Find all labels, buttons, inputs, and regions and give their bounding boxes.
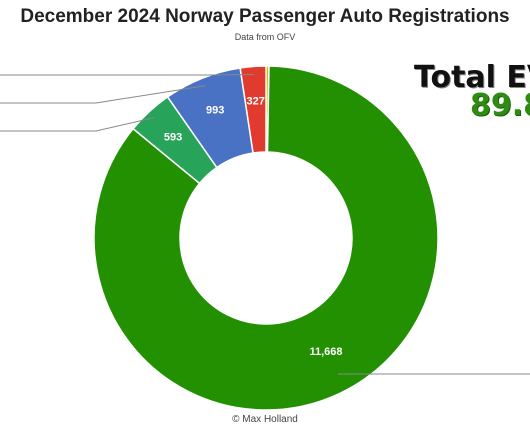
chart-subtitle: Data from OFV <box>234 32 296 42</box>
total-ev-value: 89.8 <box>470 88 530 123</box>
data-label-1: 11,668 <box>309 346 342 358</box>
donut-slice-1 <box>93 65 439 411</box>
data-label-4: 327 <box>246 95 264 107</box>
leader-line-327 <box>0 73 254 76</box>
data-label-2: 593 <box>164 131 182 143</box>
credit-text: © Max Holland <box>232 414 298 425</box>
leader-line-593 <box>0 117 155 132</box>
total-ev-label: Total EV <box>414 60 530 95</box>
leader-line-993 <box>0 85 206 104</box>
data-label-3: 993 <box>206 105 224 117</box>
donut-slice-4 <box>239 65 267 154</box>
chart-title: December 2024 Norway Passenger Auto Regi… <box>20 6 510 27</box>
